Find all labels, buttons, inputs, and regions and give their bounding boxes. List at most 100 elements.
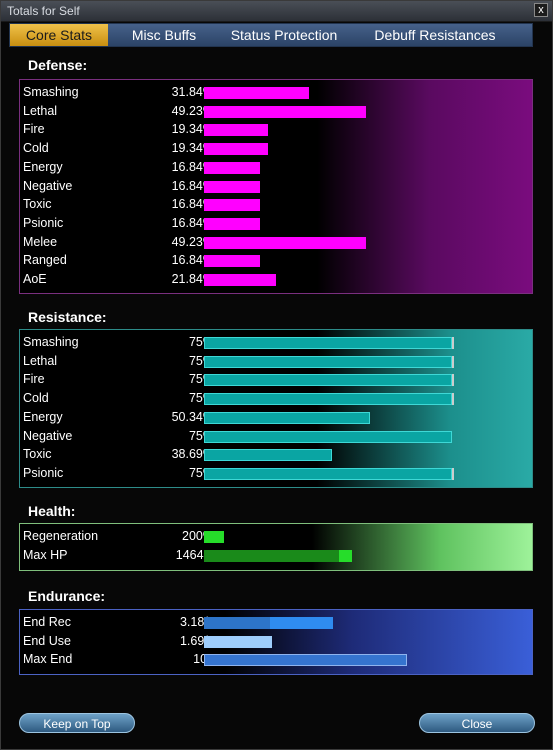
- tab-debuff-resistances[interactable]: Debuff Resistances: [374, 27, 496, 43]
- health-label: Max HP: [23, 547, 68, 562]
- endurance-bonus-bar: [270, 617, 333, 629]
- health-label: Regeneration: [23, 529, 99, 543]
- defense-label: Psionic: [23, 215, 64, 230]
- defense-bar: [204, 236, 367, 249]
- resistance-title: Resistance:: [28, 309, 107, 325]
- defense-bar: [204, 161, 260, 174]
- tab-misc-buffs[interactable]: Misc Buffs: [131, 27, 197, 43]
- defense-label: Ranged: [23, 253, 67, 268]
- defense-label: Negative: [23, 178, 73, 193]
- resistance-value: 50.34%: [171, 409, 214, 424]
- endurance-row-end-rec: End Rec 3.18/s: [20, 612, 532, 631]
- tab-core-stats[interactable]: Core Stats: [10, 24, 108, 46]
- defense-bar: [204, 255, 260, 268]
- defense-bar: [204, 124, 268, 137]
- resistance-panel: Smashing 75% Lethal 75% Fire 75% Cold 75% Energy…: [19, 329, 533, 488]
- resistance-cap-marker: [451, 467, 454, 480]
- resistance-bar: [204, 411, 371, 424]
- resistance-row-lethal: Lethal 75%: [20, 351, 532, 370]
- resistance-row-smashing: Smashing 75%: [20, 332, 532, 351]
- defense-row-smashing: Smashing 31.84%: [20, 82, 532, 101]
- defense-row-ranged: Ranged 16.84%: [20, 250, 532, 269]
- resistance-row-negative: Negative 75%: [20, 426, 532, 445]
- window-title: Totals for Self: [7, 4, 80, 18]
- defense-value: 49.23%: [171, 103, 214, 118]
- resistance-label: Fire: [23, 372, 45, 387]
- tab-status-protection[interactable]: Status Protection: [230, 27, 338, 43]
- defense-label: Melee: [23, 234, 58, 249]
- defense-value: 16.84%: [171, 197, 214, 212]
- resistance-cap-marker: [451, 337, 454, 349]
- title-bar[interactable]: Totals for Self x: [1, 1, 552, 22]
- endurance-max-bar: [204, 654, 407, 667]
- defense-row-lethal: Lethal 49.23%: [20, 101, 532, 120]
- defense-row-fire: Fire 19.34%: [20, 119, 532, 138]
- defense-value: 16.84%: [171, 215, 214, 230]
- defense-bar: [204, 143, 268, 156]
- health-row-regeneration: Regeneration 200%: [20, 526, 532, 545]
- resistance-row-fire: Fire 75%: [20, 369, 532, 388]
- defense-panel: Smashing 31.84% Lethal 49.23% Fire 19.34% Cold…: [19, 79, 533, 294]
- close-icon[interactable]: x: [534, 3, 548, 17]
- defense-bar: [204, 87, 310, 99]
- resistance-label: Lethal: [23, 353, 58, 368]
- resistance-bar: [204, 449, 332, 462]
- resistance-bar: [204, 467, 452, 480]
- resistance-label: Negative: [23, 428, 73, 443]
- resistance-bar: [204, 393, 452, 406]
- resistance-row-cold: Cold 75%: [20, 388, 532, 407]
- resistance-row-psionic: Psionic 75%: [20, 463, 532, 482]
- defense-value: 19.34%: [171, 122, 214, 137]
- defense-row-aoe: AoE 21.84%: [20, 269, 532, 288]
- defense-label: Lethal: [23, 103, 58, 118]
- defense-bar: [204, 274, 277, 286]
- defense-value: 16.84%: [171, 178, 214, 193]
- resistance-row-energy: Energy 50.34%: [20, 407, 532, 426]
- defense-value: 16.84%: [171, 159, 214, 174]
- defense-bar: [204, 217, 260, 230]
- defense-row-toxic: Toxic 16.84%: [20, 194, 532, 213]
- resistance-row-toxic: Toxic 38.69%: [20, 444, 532, 463]
- defense-bar: [204, 180, 260, 193]
- resistance-bar: [204, 374, 452, 387]
- endurance-row-end-use: End Use 1.69/s: [20, 631, 532, 650]
- close-button[interactable]: Close: [419, 713, 535, 733]
- defense-value: 16.84%: [171, 253, 214, 268]
- resistance-cap-marker: [451, 393, 454, 406]
- defense-value: 31.84%: [171, 85, 214, 99]
- defense-row-psionic: Psionic 16.84%: [20, 213, 532, 232]
- defense-title: Defense:: [28, 57, 88, 73]
- defense-value: 21.84%: [171, 272, 214, 286]
- resistance-label: Psionic: [23, 465, 64, 480]
- defense-row-melee: Melee 49.23%: [20, 232, 532, 251]
- defense-bar: [204, 199, 260, 212]
- resistance-bar: [204, 430, 452, 443]
- defense-value: 49.23%: [171, 234, 214, 249]
- keep-on-top-button[interactable]: Keep on Top: [19, 713, 135, 733]
- resistance-label: Toxic: [23, 447, 52, 462]
- health-bonus-bar: [204, 531, 224, 543]
- endurance-label: End Rec: [23, 615, 71, 629]
- defense-label: Fire: [23, 122, 45, 137]
- defense-label: Toxic: [23, 197, 52, 212]
- defense-label: Smashing: [23, 85, 79, 99]
- endurance-label: Max End: [23, 652, 73, 667]
- resistance-bar: [204, 337, 452, 349]
- endurance-label: End Use: [23, 633, 71, 648]
- health-base-bar: [204, 549, 340, 562]
- defense-label: AoE: [23, 272, 47, 286]
- resistance-label: Energy: [23, 409, 63, 424]
- health-panel: Regeneration 200% Max HP 1464.5: [19, 523, 533, 571]
- defense-value: 19.34%: [171, 141, 214, 156]
- resistance-cap-marker: [451, 355, 454, 368]
- resistance-label: Cold: [23, 391, 49, 406]
- endurance-row-max-end: Max End100: [20, 649, 532, 668]
- defense-row-negative: Negative 16.84%: [20, 176, 532, 195]
- defense-label: Cold: [23, 141, 49, 156]
- defense-bar: [204, 105, 367, 118]
- defense-label: Energy: [23, 159, 63, 174]
- defense-row-cold: Cold 19.34%: [20, 138, 532, 157]
- resistance-value: 38.69%: [171, 447, 214, 462]
